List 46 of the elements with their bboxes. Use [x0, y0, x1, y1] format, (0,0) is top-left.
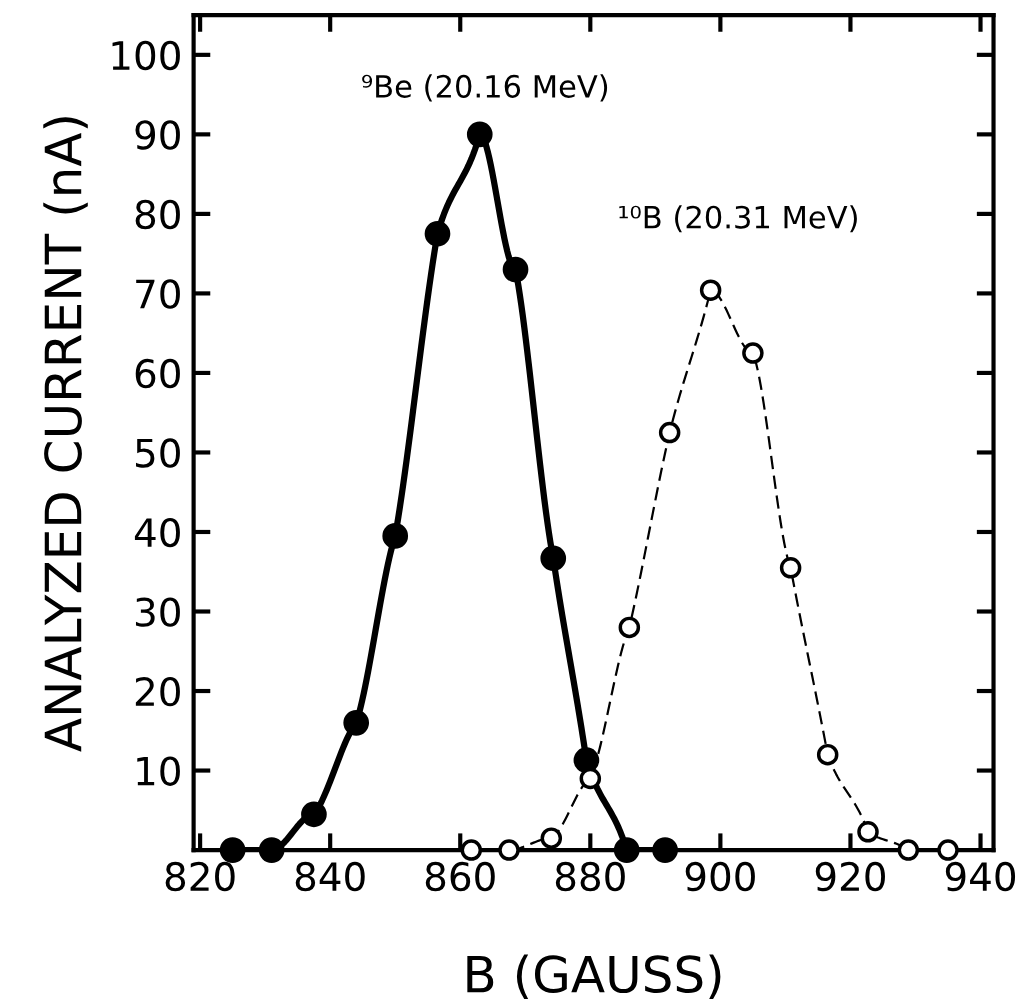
point: [613, 837, 640, 863]
point: [742, 342, 764, 364]
point: [343, 709, 370, 736]
point: [937, 839, 959, 861]
x-tick-label: 940: [945, 861, 1016, 892]
point: [424, 220, 451, 247]
y-axis-title: ANALYZED CURRENT (nA): [43, 117, 88, 752]
y-tick-label: 50: [136, 438, 180, 468]
y-tick-label: 10: [137, 756, 180, 786]
y-tick-label: 60: [135, 358, 180, 389]
y-tick-label: 80: [135, 199, 180, 230]
point: [540, 545, 567, 572]
point: [460, 839, 483, 861]
point: [466, 121, 493, 148]
point: [502, 256, 529, 283]
y-tick-label: 70: [136, 279, 180, 309]
y-tick-label: 30: [135, 597, 180, 627]
x-tick-label: 820: [165, 861, 235, 892]
point: [498, 839, 520, 861]
point: [816, 743, 839, 766]
x-tick-label: 880: [555, 861, 625, 892]
point: [219, 837, 246, 863]
point: [779, 557, 802, 579]
text: ¹⁰B (20.31 MeV): [619, 205, 857, 233]
point: [658, 421, 681, 444]
point: [258, 837, 285, 863]
x-tick-label: 920: [815, 861, 885, 892]
point: [652, 837, 678, 863]
point: [897, 839, 920, 861]
y-tick-label: 90: [135, 120, 180, 150]
y-tick-label: 40: [134, 517, 180, 548]
y-tick-label: 20: [135, 676, 180, 707]
point: [301, 801, 327, 828]
point: [699, 279, 722, 301]
point: [540, 827, 563, 849]
x-axis-title: B (GAUSS): [467, 954, 721, 999]
point: [382, 523, 409, 549]
point: [573, 747, 600, 774]
y-tick-label: 100: [112, 40, 180, 71]
x-tick-label: 840: [295, 861, 365, 892]
x-tick-label: 860: [425, 861, 495, 892]
series-label: ⁹Be (20.16 MeV): [362, 74, 608, 102]
point: [857, 821, 879, 843]
point: [579, 767, 602, 790]
point: [618, 616, 641, 639]
x-tick-label: 900: [685, 861, 755, 892]
